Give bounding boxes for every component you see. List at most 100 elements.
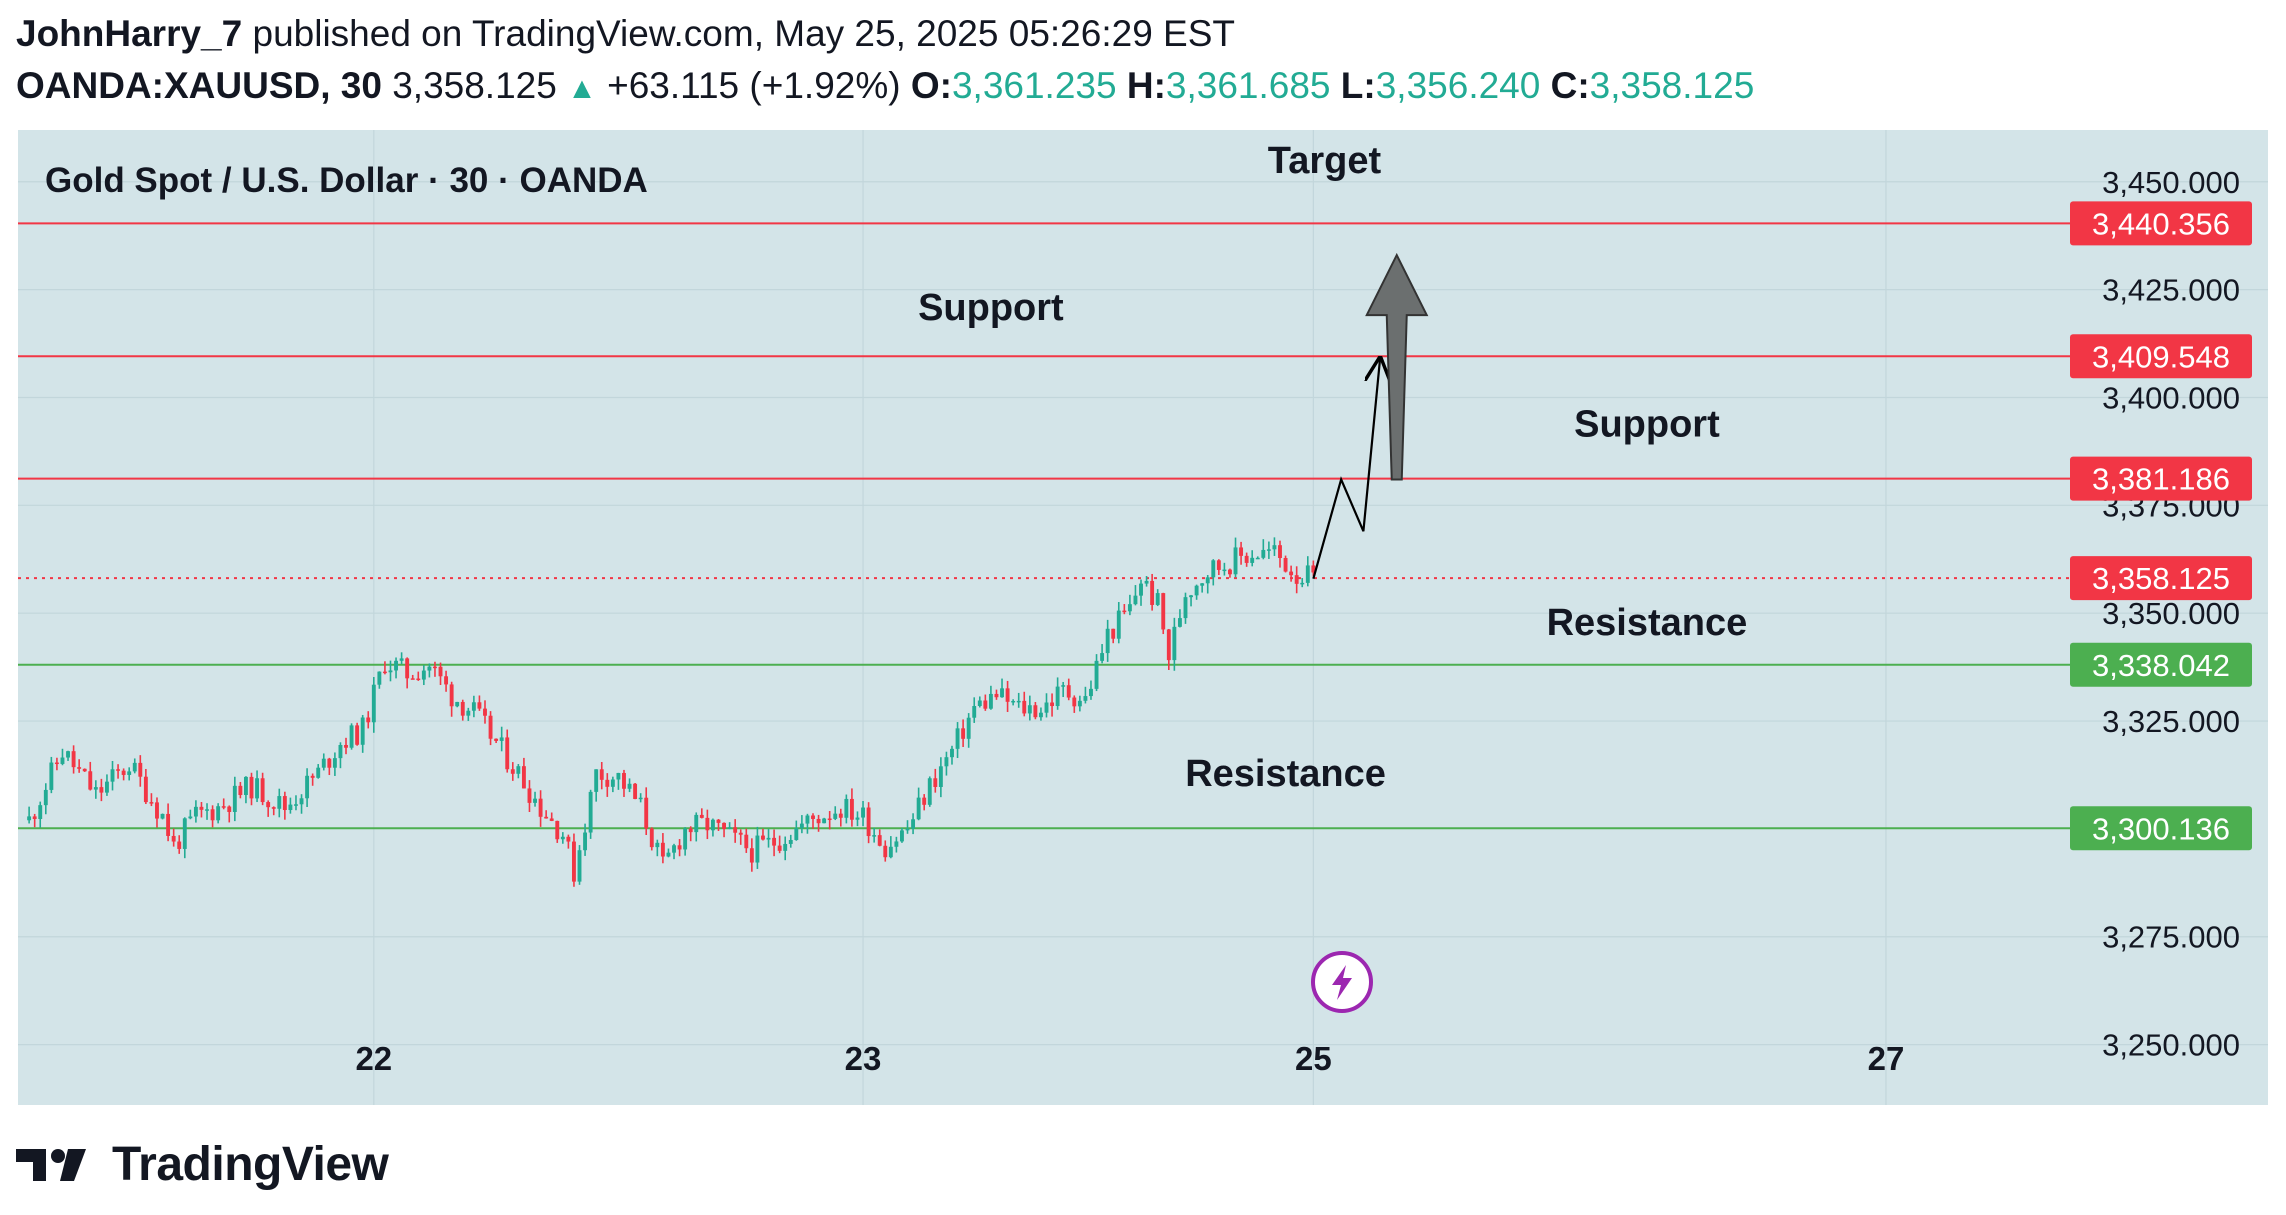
x-tick-label: 27 bbox=[1868, 1040, 1905, 1077]
change-value: +63.115 (+1.92%) bbox=[607, 65, 901, 106]
candle-body bbox=[338, 744, 343, 759]
candle-body bbox=[1127, 604, 1132, 612]
candle-body bbox=[1094, 660, 1099, 689]
candle-body bbox=[66, 751, 70, 758]
candle-body bbox=[255, 778, 260, 799]
y-tick-label: 3,425.000 bbox=[2102, 273, 2240, 308]
brand-name: TradingView bbox=[112, 1138, 389, 1191]
candle-body bbox=[938, 766, 943, 787]
candle-body bbox=[60, 757, 65, 764]
candle-body bbox=[988, 693, 993, 709]
candle-body bbox=[1172, 626, 1177, 661]
candle-body bbox=[1183, 597, 1188, 619]
open-label: O: bbox=[910, 65, 952, 106]
candle-body bbox=[688, 828, 693, 833]
candle-body bbox=[1228, 569, 1232, 575]
candle-body bbox=[1027, 705, 1032, 714]
candle-body bbox=[483, 708, 487, 716]
candle-body bbox=[477, 702, 482, 709]
open-value: 3,361.235 bbox=[951, 65, 1117, 106]
candle-body bbox=[749, 848, 754, 863]
candle-body bbox=[944, 757, 949, 767]
candle-body bbox=[238, 785, 243, 796]
candle-body bbox=[888, 846, 893, 858]
candle-body bbox=[649, 828, 654, 848]
candle-body bbox=[922, 797, 927, 805]
candle-body bbox=[577, 850, 582, 882]
candle-body bbox=[1150, 580, 1155, 605]
candle-body bbox=[1105, 628, 1110, 654]
candle-body bbox=[694, 814, 699, 833]
candle-body bbox=[182, 818, 187, 849]
price-label-badge bbox=[2070, 201, 2252, 246]
candle-body bbox=[99, 787, 104, 793]
published-text: published on TradingView.com, May 25, 20… bbox=[252, 13, 1236, 54]
candle-body bbox=[983, 700, 988, 709]
candle-body bbox=[710, 819, 715, 831]
price-label-badge bbox=[2070, 642, 2252, 687]
candle-body bbox=[38, 805, 43, 820]
candle-body bbox=[1294, 575, 1299, 584]
candle-body bbox=[427, 666, 432, 671]
candle-body bbox=[1266, 549, 1271, 551]
candle-body bbox=[460, 701, 465, 716]
candle-body bbox=[1250, 557, 1255, 563]
candle-body bbox=[560, 836, 565, 840]
price-axis[interactable]: 3,450.0003,425.0003,400.0003,375.0003,35… bbox=[2070, 165, 2252, 1063]
candle-body bbox=[199, 806, 204, 810]
candle-body bbox=[288, 804, 293, 811]
candle-body bbox=[1189, 595, 1193, 598]
close-value: 3,358.125 bbox=[1589, 65, 1755, 106]
candle-body bbox=[321, 758, 326, 768]
price-label-badge bbox=[2070, 556, 2252, 601]
candle-body bbox=[866, 807, 871, 837]
candle-body bbox=[605, 779, 610, 787]
candle-body bbox=[355, 725, 360, 745]
candle-body bbox=[738, 832, 743, 835]
candle-body bbox=[216, 806, 221, 821]
candle-body bbox=[1272, 545, 1277, 550]
candle-body bbox=[1216, 560, 1221, 570]
candle-body bbox=[1044, 702, 1049, 713]
candle-body bbox=[416, 678, 421, 681]
candle-body bbox=[210, 809, 215, 821]
candle-body bbox=[438, 666, 443, 677]
candle-body bbox=[116, 769, 121, 771]
candle-body bbox=[772, 837, 777, 846]
high-label: H: bbox=[1126, 65, 1166, 106]
candle-body bbox=[1072, 697, 1077, 707]
up-triangle-icon: ▲ bbox=[567, 72, 597, 105]
price-label-text: 3,440.356 bbox=[2092, 206, 2230, 241]
author-name[interactable]: JohnHarry_7 bbox=[16, 13, 243, 54]
candle-body bbox=[166, 813, 171, 836]
candle-body bbox=[249, 776, 254, 799]
candle-body bbox=[82, 768, 87, 772]
candle-body bbox=[861, 807, 865, 818]
tradingview-logo[interactable]: TradingView bbox=[16, 1137, 389, 1192]
candle-body bbox=[655, 842, 660, 848]
candle-body bbox=[1278, 545, 1282, 559]
candle-body bbox=[243, 776, 248, 796]
time-axis[interactable]: 22 23 25 27 bbox=[355, 1040, 1904, 1077]
candle-body bbox=[271, 807, 276, 809]
candle-body bbox=[410, 678, 415, 680]
tradingview-logo-icon bbox=[16, 1148, 86, 1181]
candle-body bbox=[1194, 585, 1199, 596]
price-label-text: 3,409.548 bbox=[2092, 339, 2230, 374]
candle-body bbox=[1011, 700, 1016, 703]
x-tick-label: 23 bbox=[845, 1040, 882, 1077]
candle-body bbox=[316, 767, 321, 778]
candle-body bbox=[1050, 702, 1055, 707]
candle-body bbox=[1000, 688, 1004, 698]
candle-body bbox=[138, 762, 143, 777]
symbol-label[interactable]: OANDA:XAUUSD, 30 bbox=[16, 65, 382, 106]
candle-body bbox=[644, 797, 649, 829]
candle-body bbox=[1144, 580, 1149, 584]
candle-body bbox=[93, 787, 98, 790]
candle-body bbox=[549, 818, 554, 821]
lightning-icon[interactable] bbox=[1311, 951, 1373, 1013]
candle-body bbox=[205, 809, 209, 811]
candle-body bbox=[77, 767, 82, 769]
y-tick-label: 3,275.000 bbox=[2102, 920, 2240, 955]
